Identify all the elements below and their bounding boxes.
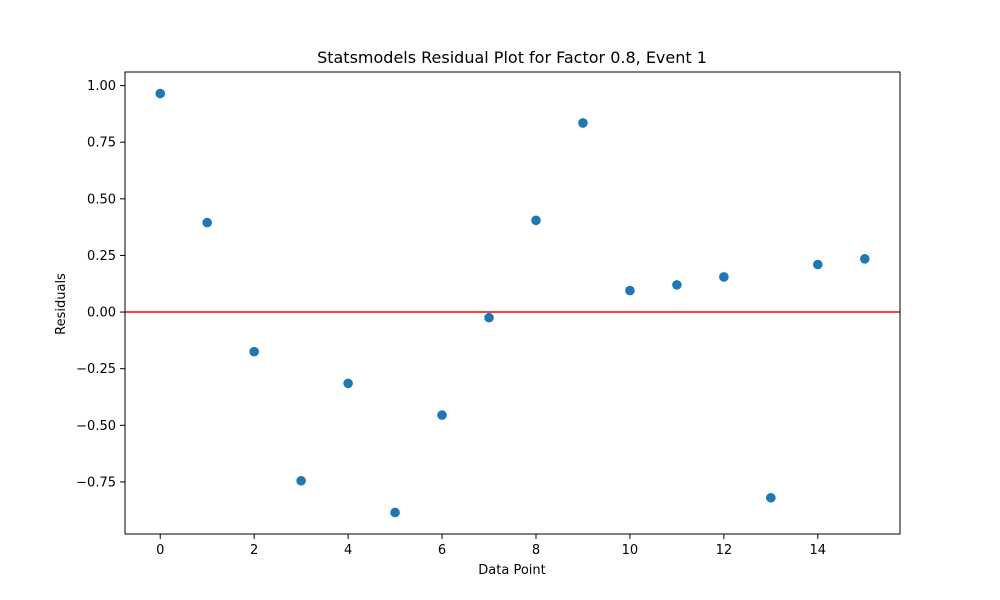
x-tick-label: 10	[622, 543, 639, 558]
chart-title: Statsmodels Residual Plot for Factor 0.8…	[317, 48, 707, 67]
x-tick-label: 4	[344, 543, 352, 558]
y-tick-label: 0.00	[87, 306, 116, 321]
data-point	[343, 378, 353, 389]
y-tick-label: 0.25	[87, 249, 116, 264]
x-tick-label: 6	[438, 543, 446, 558]
data-point	[296, 475, 306, 486]
data-point	[578, 118, 588, 128]
x-tick-label: 12	[716, 543, 733, 558]
x-tick-label: 14	[810, 543, 827, 558]
data-point	[859, 254, 870, 264]
y-tick-label: 0.50	[87, 192, 116, 207]
y-tick-label: 0.75	[87, 136, 116, 151]
data-point	[813, 259, 823, 270]
data-point	[672, 280, 682, 290]
x-axis-label: Data Point	[478, 563, 545, 578]
y-tick-label: −0.25	[76, 362, 116, 377]
data-point	[719, 272, 729, 282]
data-point	[484, 312, 494, 323]
y-tick-label: −0.75	[76, 475, 116, 490]
data-point	[390, 507, 400, 518]
data-point	[202, 217, 212, 228]
data-point	[531, 215, 541, 226]
x-tick-label: 2	[250, 543, 258, 558]
data-point	[766, 492, 776, 503]
data-point	[249, 346, 259, 357]
y-tick-label: −0.50	[76, 419, 116, 434]
data-point	[155, 88, 166, 99]
data-point	[625, 285, 635, 296]
plot-area: 0 2 4 6 8 10 12 14 1.00 0.75 0.50 0.25 0.00 −0.25 −0.5…	[76, 71, 901, 558]
axes-frame	[124, 71, 901, 535]
x-tick-label: 0	[156, 543, 164, 558]
x-tick-label: 8	[532, 543, 540, 558]
y-tick-label: 1.00	[87, 79, 116, 94]
y-axis-label: Residuals	[54, 273, 69, 335]
data-point	[437, 410, 447, 420]
